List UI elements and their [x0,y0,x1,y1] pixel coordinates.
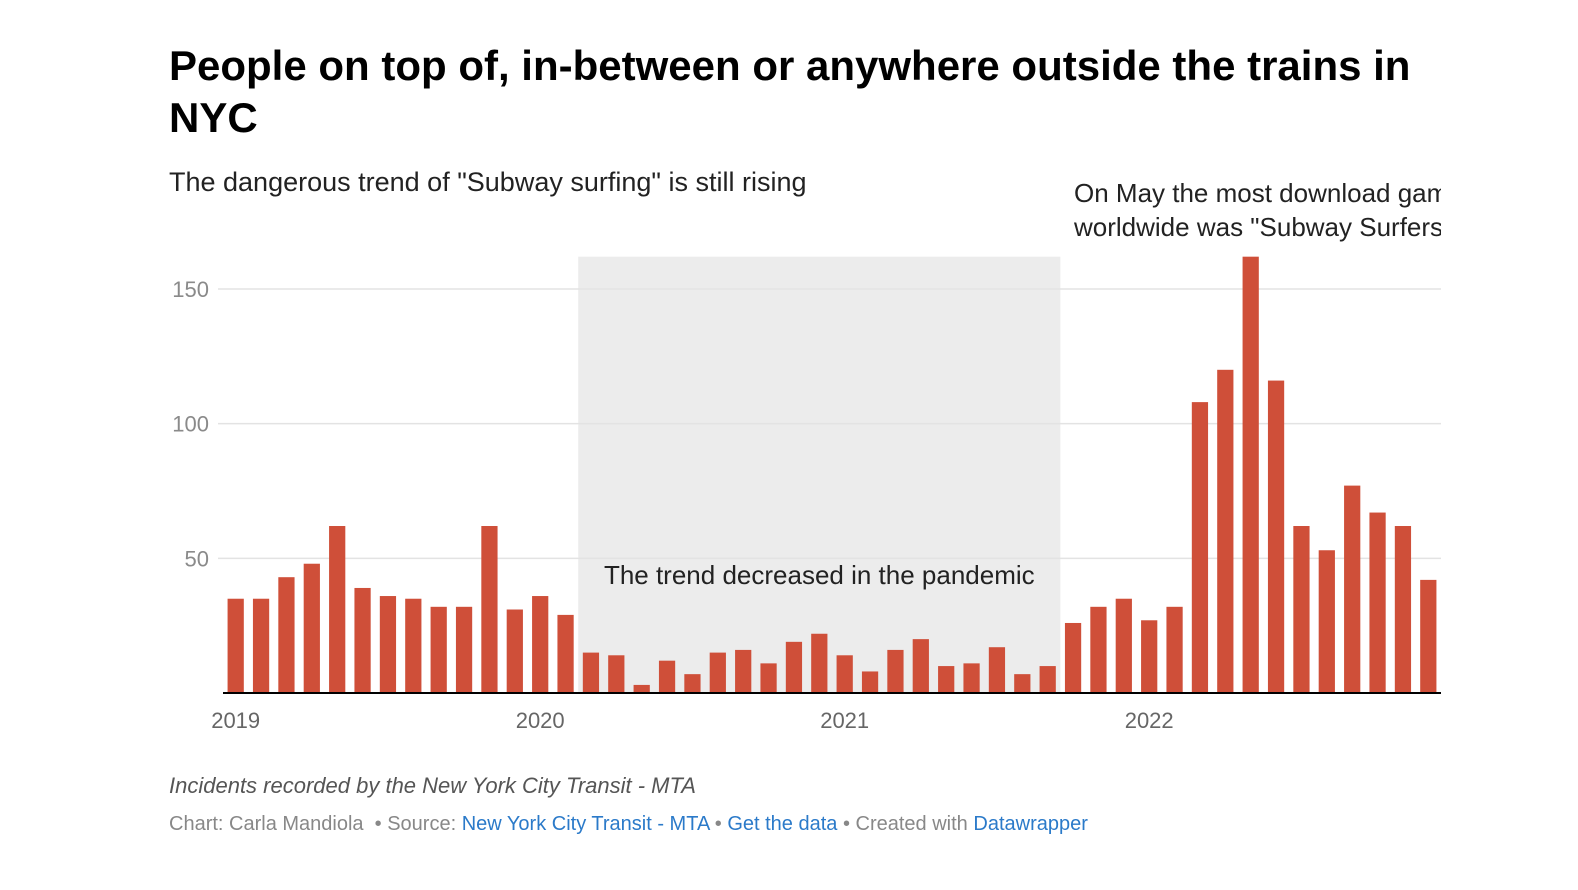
bar-2021-04 [912,639,929,693]
pandemic-highlight-band [578,256,1061,693]
bar-2021-06 [963,663,980,693]
pandemic-annotation: The trend decreased in the pandemic [604,560,1035,590]
bar-2020-02 [557,614,574,693]
bar-2021-12 [1115,598,1132,693]
bar-2020-07 [684,674,701,693]
y-tick-label: 100 [172,412,209,437]
bar-2022-10 [1369,512,1386,693]
bar-2021-11 [1090,606,1107,693]
y-tick-label: 150 [172,277,209,302]
bar-2021-08 [1014,674,1031,693]
bar-2019-03 [278,577,295,693]
bar-2022-01 [1141,620,1158,693]
bar-2020-06 [658,660,676,693]
chart-subtitle: The dangerous trend of "Subway surfing" … [169,167,807,197]
bar-2021-02 [861,671,879,693]
bar-2022-12 [1420,579,1437,693]
bar-2019-06 [354,587,371,693]
bar-2020-12 [811,633,828,693]
bar-2019-07 [379,596,397,693]
x-tick-label: 2019 [211,708,260,733]
bar-2022-08 [1318,550,1335,693]
bar-2021-10 [1064,622,1082,693]
bar-2019-04 [303,563,320,693]
created-with-separator: • Created with [842,813,968,835]
bar-2019-02 [252,598,270,693]
bar-2020-01 [532,596,549,693]
chart-footer: Chart: Carla Mandiola • Source: New York… [169,811,1088,837]
bar-2019-08 [405,598,422,693]
bar-2022-07 [1293,526,1310,693]
bar-2020-11 [785,641,803,693]
x-tick-label: 2020 [516,708,565,733]
bar-2022-05 [1242,256,1259,693]
bar-2020-05 [633,684,650,693]
chart-notes: Incidents recorded by the New York City … [169,773,696,798]
bar-2020-08 [709,652,726,693]
bar-2020-09 [735,649,752,693]
bar-2021-09 [1039,666,1056,693]
bar-2019-01 [227,598,244,693]
bar-2021-01 [836,655,853,693]
bar-2022-03 [1191,402,1209,693]
bar-2022-09 [1344,485,1361,693]
bar-2019-05 [329,526,346,693]
bar-2019-11 [481,526,498,693]
bar-2019-10 [455,606,473,693]
get-data-separator: • [714,813,722,835]
x-tick-label: 2022 [1125,708,1174,733]
bar-2022-11 [1394,526,1412,693]
chart-byline: Chart: Carla Mandiola [169,813,364,835]
may-2022-annotation-line: worldwide was "Subway Surfers' [1073,212,1448,242]
bar-2021-03 [887,649,904,693]
bar-2021-07 [988,647,1006,693]
bar-2022-06 [1267,380,1285,693]
y-tick-label: 50 [185,546,209,571]
x-tick-label: 2021 [820,708,869,733]
chart-title: People on top of, in-between or anywhere… [169,42,1411,141]
bar-2022-04 [1217,369,1234,693]
bar-2019-09 [430,606,447,693]
may-2022-annotation-line: On May the most download gam [1074,178,1448,208]
source-link[interactable]: New York City Transit - MTA [461,813,710,835]
get-the-data-link[interactable]: Get the data [727,813,838,835]
bar-2022-02 [1166,606,1183,693]
bar-2019-12 [506,609,523,693]
bar-2020-10 [760,663,777,693]
source-separator: • Source: [374,813,457,835]
bar-2020-03 [582,652,600,693]
bar-2021-05 [938,666,955,693]
bar-2020-04 [608,655,625,693]
datawrapper-link[interactable]: Datawrapper [973,813,1088,835]
